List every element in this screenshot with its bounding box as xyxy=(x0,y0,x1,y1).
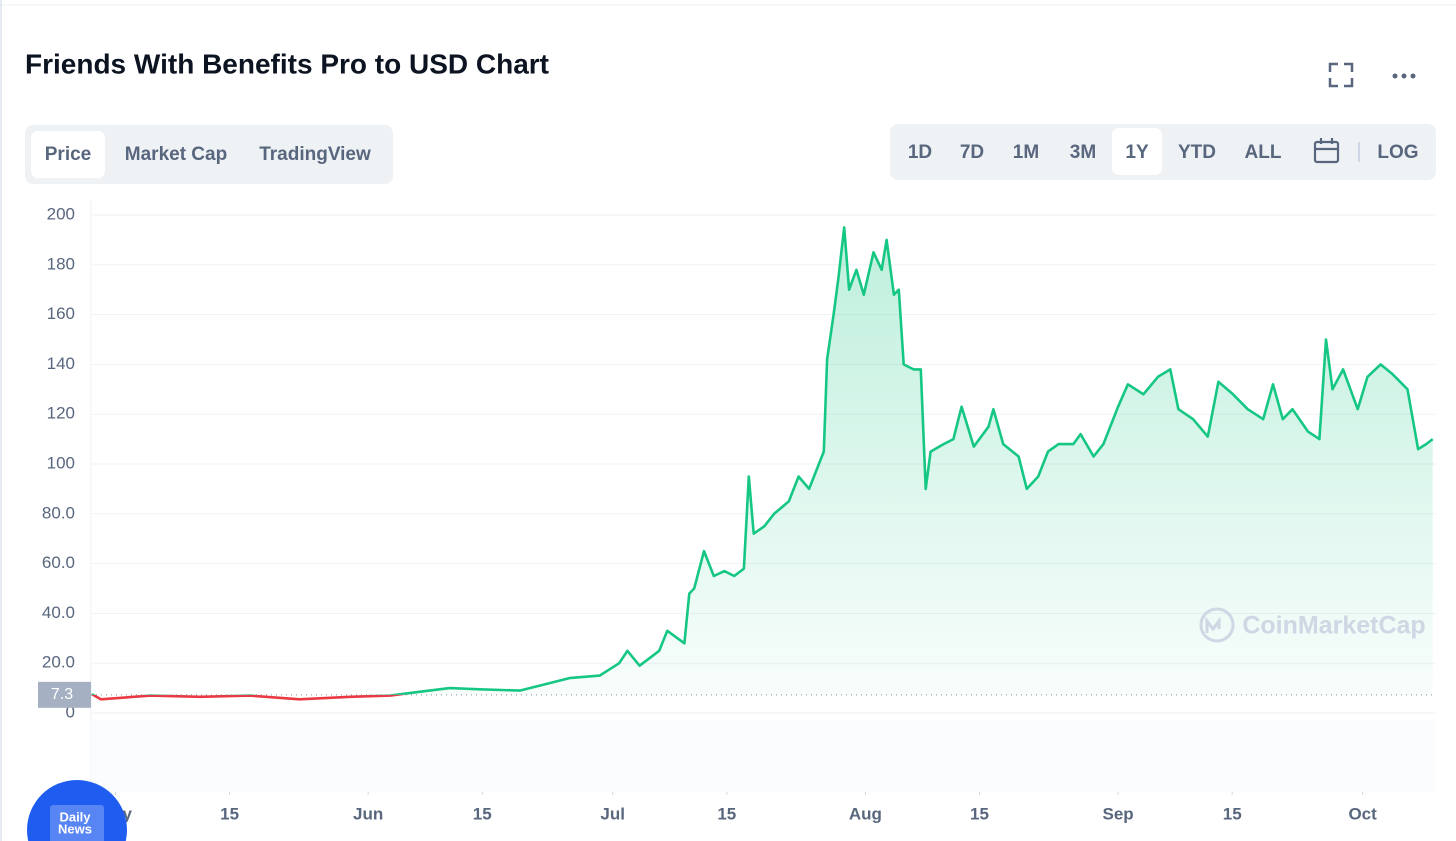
x-tick-label: 15 xyxy=(970,804,989,823)
range-button[interactable]: YTD xyxy=(1178,142,1216,163)
y-tick-label: 200 xyxy=(47,204,75,223)
y-tick-label: 20.0 xyxy=(42,653,75,672)
x-tick-label: Sep xyxy=(1102,804,1133,823)
y-tick-label: 120 xyxy=(47,404,75,423)
tab[interactable]: Market Cap xyxy=(125,144,227,165)
reference-label: 7.3 xyxy=(51,686,73,703)
y-tick-label: 0 xyxy=(66,702,75,721)
fullscreen-icon[interactable] xyxy=(1328,62,1354,88)
volume-zone xyxy=(91,720,1436,792)
x-tick-label: 15 xyxy=(220,804,239,823)
tab-bar xyxy=(25,125,393,184)
y-tick-label: 40.0 xyxy=(42,603,75,622)
range-button[interactable]: 3M xyxy=(1070,142,1096,163)
tab[interactable]: TradingView xyxy=(259,144,371,165)
range-button[interactable]: ALL xyxy=(1245,142,1282,163)
y-tick-label: 80.0 xyxy=(42,503,75,522)
range-button[interactable]: 1M xyxy=(1013,142,1039,163)
x-tick-label: 15 xyxy=(473,804,492,823)
y-tick-label: 160 xyxy=(47,304,75,323)
x-tick-label: Jun xyxy=(353,804,383,823)
price-line xyxy=(91,226,1434,695)
x-tick-label: Jul xyxy=(600,804,625,823)
tab[interactable]: Price xyxy=(45,144,91,165)
y-tick-label: 60.0 xyxy=(42,553,75,572)
badge-text: News xyxy=(58,821,92,836)
range-active xyxy=(1112,128,1162,175)
x-tick-label: Oct xyxy=(1348,804,1377,823)
badge-text: Daily xyxy=(59,809,91,824)
calendar-icon[interactable] xyxy=(1313,138,1340,164)
watermark: CoinMarketCap xyxy=(1242,612,1425,640)
x-tick-label: 15 xyxy=(717,804,736,823)
chart-title: Friends With Benefits Pro to USD Chart xyxy=(25,48,549,79)
tab-active xyxy=(31,131,105,178)
more-icon[interactable] xyxy=(1392,73,1416,79)
x-tick-label: 15 xyxy=(1223,804,1242,823)
range-button[interactable]: 1Y xyxy=(1125,142,1149,163)
range-button[interactable]: 1D xyxy=(908,142,932,163)
watermark-logo xyxy=(1199,607,1235,643)
area xyxy=(91,227,1433,695)
badge-circle xyxy=(27,780,127,841)
y-tick-label: 180 xyxy=(47,254,75,273)
badge-inner xyxy=(50,805,104,841)
log-button[interactable]: LOG xyxy=(1377,142,1418,163)
range-button[interactable]: 7D xyxy=(960,142,984,163)
reference-tag xyxy=(38,681,91,708)
range-bar xyxy=(890,124,1436,180)
y-tick-label: 100 xyxy=(47,453,75,472)
y-tick-label: 140 xyxy=(47,354,75,373)
x-tick-label: Aug xyxy=(849,804,882,823)
